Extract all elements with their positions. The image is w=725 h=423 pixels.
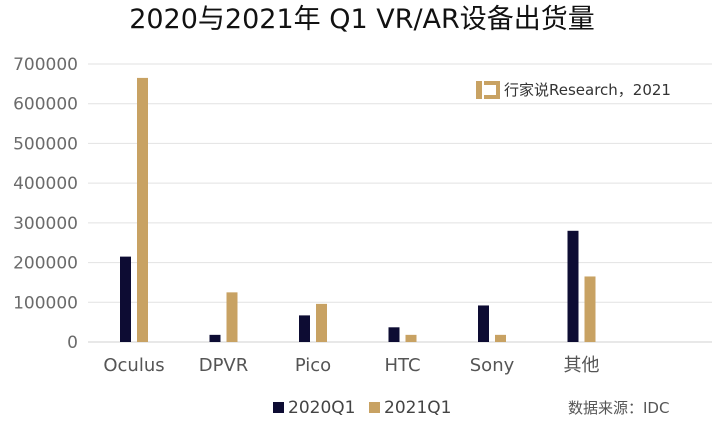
legend-label-2020q1: 2020Q1 bbox=[288, 398, 355, 418]
bar-2021q1-3 bbox=[405, 334, 417, 342]
y-tick-label: 700000 bbox=[13, 55, 78, 75]
x-category-label: 其他 bbox=[564, 355, 600, 376]
y-tick-label: 300000 bbox=[13, 214, 78, 234]
y-axis-ticks: 0 100000 200000 300000 400000 500000 600000 700… bbox=[13, 55, 78, 353]
source-note: 数据来源：IDC bbox=[568, 399, 669, 417]
x-category-label: HTC bbox=[384, 355, 420, 376]
bars bbox=[120, 77, 596, 343]
bar-2021q1-0 bbox=[137, 77, 148, 343]
bar-2020q1-3 bbox=[388, 327, 400, 342]
legend: 2020Q1 2021Q1 bbox=[273, 398, 451, 418]
legend-swatch-2021q1 bbox=[369, 402, 380, 413]
x-axis-categories: Oculus DPVR Pico HTC Sony 其他 bbox=[103, 355, 599, 376]
watermark: 行家说Research，2021 bbox=[476, 81, 671, 99]
y-tick-label: 500000 bbox=[13, 134, 78, 154]
legend-swatch-2020q1 bbox=[273, 402, 284, 413]
bar-2020q1-0 bbox=[120, 256, 131, 342]
bar-2021q1-4 bbox=[495, 334, 506, 342]
bar-2020q1-2 bbox=[299, 315, 310, 342]
y-tick-label: 400000 bbox=[13, 174, 78, 194]
bar-2021q1-1 bbox=[226, 292, 238, 342]
bar-2021q1-2 bbox=[316, 303, 327, 342]
legend-label-2021q1: 2021Q1 bbox=[384, 398, 451, 418]
bar-2021q1-5 bbox=[584, 276, 596, 342]
y-tick-label: 600000 bbox=[13, 95, 78, 115]
y-tick-label: 200000 bbox=[13, 254, 78, 274]
x-category-label: Pico bbox=[295, 355, 331, 376]
x-category-label: Sony bbox=[470, 355, 515, 376]
watermark-text: 行家说Research，2021 bbox=[504, 81, 671, 99]
bar-2020q1-1 bbox=[209, 334, 221, 342]
bar-2020q1-4 bbox=[478, 305, 489, 342]
x-category-label: DPVR bbox=[199, 355, 249, 376]
y-tick-label: 0 bbox=[67, 333, 78, 353]
chart-title: 2020与2021年 Q1 VR/AR设备出货量 bbox=[129, 4, 595, 35]
bar-2020q1-5 bbox=[567, 230, 579, 342]
gridlines bbox=[88, 63, 712, 343]
watermark-logo-icon bbox=[476, 81, 500, 99]
legend-item-2020q1: 2020Q1 bbox=[273, 398, 355, 418]
y-tick-label: 100000 bbox=[13, 293, 78, 313]
x-category-label: Oculus bbox=[103, 355, 164, 376]
legend-item-2021q1: 2021Q1 bbox=[369, 398, 451, 418]
